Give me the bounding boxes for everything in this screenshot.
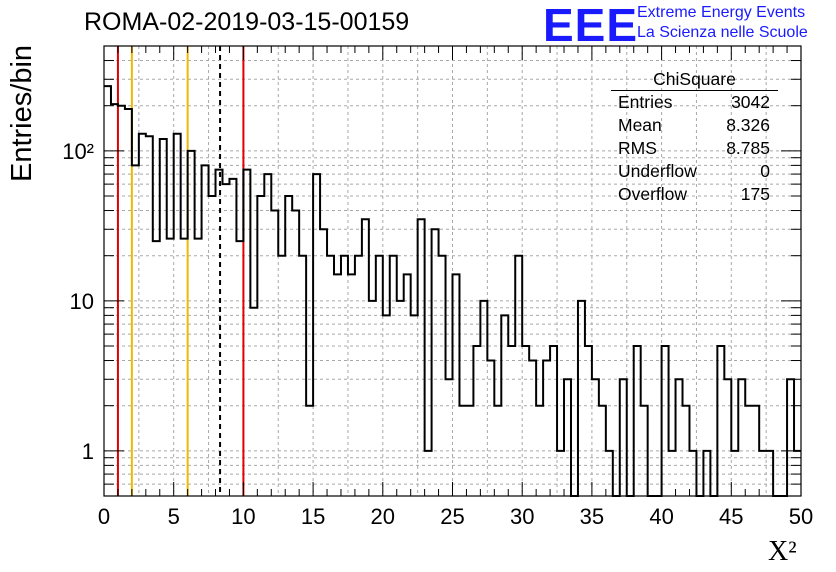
y-axis-label: Entries/bin <box>6 44 38 182</box>
x-tick-label: 10 <box>231 504 255 529</box>
axes: 0 5 10 15 20 25 30 35 40 45 50 1 10 10² <box>62 45 813 529</box>
y-tick-label: 10² <box>62 139 94 164</box>
logo-line-2: La Scienza nelle Scuole <box>637 24 808 41</box>
x-tick-label: 15 <box>301 504 325 529</box>
eee-logo: EEE <box>543 0 639 51</box>
stats-title: ChiSquare <box>611 68 778 91</box>
stats-label: Mean <box>618 115 662 135</box>
stats-row-underflow: Underflow 0 <box>611 160 778 183</box>
stats-value: 8.785 <box>726 138 770 158</box>
stats-row-mean: Mean 8.326 <box>611 114 778 137</box>
stats-row-entries: Entries 3042 <box>611 91 778 114</box>
x-axis-label: X² <box>768 536 797 567</box>
stats-row-rms: RMS 8.785 <box>611 137 778 160</box>
stats-value: 3042 <box>731 92 770 112</box>
x-tick-label: 25 <box>440 504 464 529</box>
x-tick-label: 40 <box>649 504 673 529</box>
stats-value: 0 <box>760 161 770 181</box>
stats-value: 8.326 <box>726 115 770 135</box>
stats-box: ChiSquare Entries 3042 Mean 8.326 RMS 8.… <box>611 68 778 206</box>
x-tick-label: 5 <box>168 504 180 529</box>
y-tick-label: 10 <box>70 289 94 314</box>
stats-label: Overflow <box>618 184 688 204</box>
stats-value: 175 <box>740 184 770 204</box>
stats-row-overflow: Overflow 175 <box>611 183 778 206</box>
stats-label: Underflow <box>618 161 697 181</box>
histogram-series <box>104 85 801 497</box>
x-tick-label: 50 <box>789 504 813 529</box>
x-tick-label: 35 <box>580 504 604 529</box>
y-tick-label: 1 <box>82 439 94 464</box>
stats-label: RMS <box>618 138 657 158</box>
logo-line-1: Extreme Energy Events <box>637 4 806 21</box>
chart-title: ROMA-02-2019-03-15-00159 <box>84 8 410 36</box>
x-tick-label: 30 <box>510 504 534 529</box>
stats-label: Entries <box>618 92 673 112</box>
plot-frame <box>103 45 802 497</box>
x-tick-label: 0 <box>98 504 110 529</box>
x-tick-label: 45 <box>719 504 743 529</box>
x-tick-label: 20 <box>371 504 395 529</box>
marker-lines <box>116 46 245 496</box>
